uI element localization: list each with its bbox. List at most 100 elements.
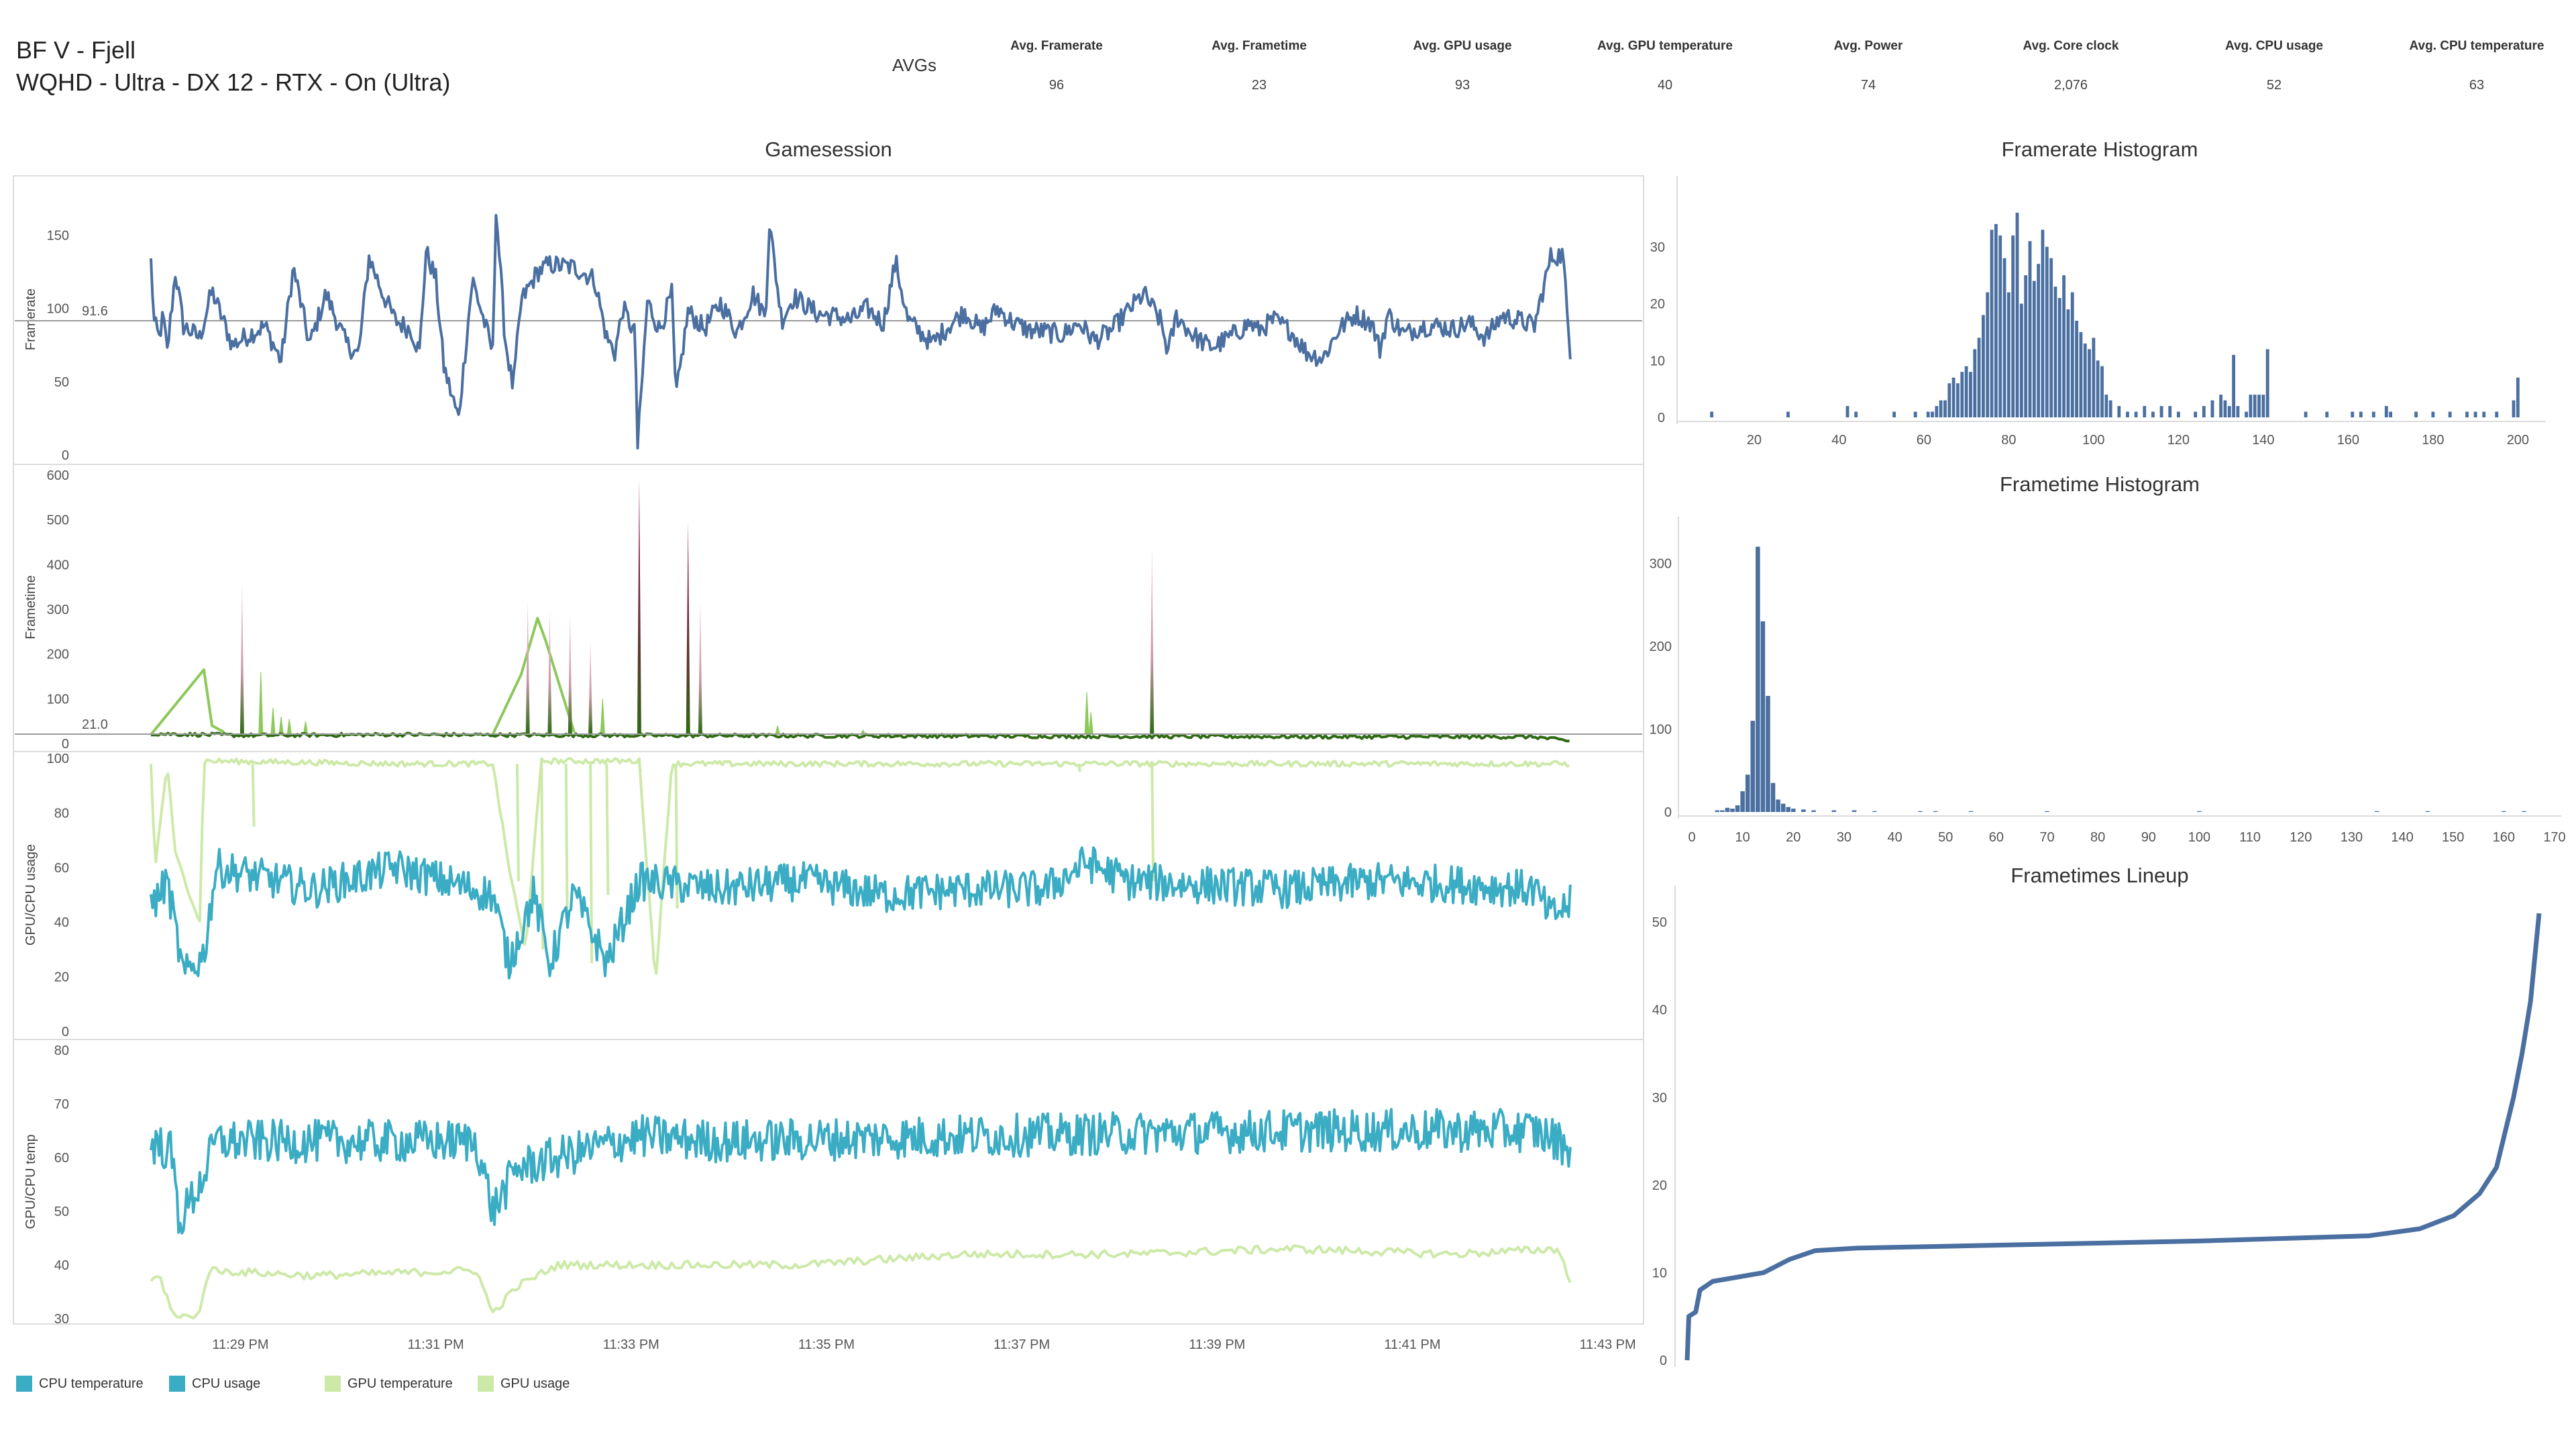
histogram-bar (1943, 400, 1947, 417)
x-tick-label: 0 (1688, 830, 1695, 845)
histogram-bar (1710, 411, 1714, 417)
y-axis-label: GPU/CPU temp (23, 1134, 38, 1229)
histogram-bar (1968, 811, 1974, 812)
legend-gpu-usage: GPU usage (478, 1376, 570, 1392)
x-tick-label: 50 (1938, 830, 1953, 845)
frametime-spike (1088, 712, 1093, 734)
metric-value: 74 (1860, 78, 1876, 93)
histogram-bar (1964, 366, 1968, 417)
x-tick-label: 70 (2039, 830, 2054, 845)
histogram-bar (2104, 395, 2108, 417)
histogram-bar (1831, 810, 1837, 812)
frametimes-lineup-title: Frametimes Lineup (2010, 864, 2189, 887)
reference-line-label: 91.6 (82, 304, 108, 319)
metric-value: 40 (1657, 78, 1673, 93)
histogram-bar (2389, 411, 2393, 417)
frametime-spike (270, 707, 276, 734)
y-tick-label: 150 (47, 229, 69, 244)
x-tick-label: 11:29 PM (212, 1337, 268, 1352)
metric-value: 23 (1251, 78, 1267, 93)
x-tick-label: 20 (1747, 433, 1762, 448)
histogram-bar (2037, 264, 2041, 417)
gpu-usage-dip (1150, 764, 1155, 882)
y-tick-label: 60 (54, 1151, 69, 1166)
frametime-spike (588, 640, 593, 734)
avgs-label: AVGs (892, 55, 936, 75)
histogram-bar (2096, 360, 2100, 417)
x-tick-label: 100 (2082, 433, 2104, 448)
metric-label: Avg. CPU temperature (2409, 39, 2544, 53)
histogram-bar (2143, 406, 2147, 417)
histogram-bar (2049, 258, 2053, 417)
y-tick-label: 50 (1652, 915, 1667, 930)
histogram-bar (2079, 331, 2083, 417)
y-tick-label: 70 (54, 1097, 69, 1112)
metric-value: 93 (1454, 78, 1470, 93)
x-tick-label: 11:31 PM (408, 1337, 464, 1352)
x-tick-label: 60 (1989, 830, 2004, 845)
metric-value: 52 (2266, 78, 2282, 93)
histogram-bar (1760, 621, 1766, 812)
x-tick-label: 130 (2341, 830, 2363, 845)
histogram-bar (2117, 406, 2121, 417)
y-tick-label: 50 (54, 1205, 69, 1219)
metric-label: Avg. Frametime (1212, 39, 1307, 53)
y-tick-label: 80 (54, 1043, 69, 1058)
y-axis-label: GPU/CPU usage (23, 844, 38, 946)
x-tick-label: 110 (2239, 830, 2261, 845)
x-tick-label: 60 (1917, 433, 1931, 448)
histogram-bar (2304, 411, 2308, 417)
histogram-bar (2371, 411, 2375, 417)
histogram-bar (2325, 411, 2329, 417)
frametime-spike (1150, 546, 1155, 734)
histogram-bar (1947, 383, 1951, 417)
histogram-bar (1766, 696, 1770, 812)
histogram-bar (2414, 411, 2418, 417)
histogram-bar (2041, 229, 2045, 417)
histogram-bar (1740, 791, 1745, 812)
histogram-bar (1931, 411, 1934, 417)
metric-avg-cpu-temperature: Avg. CPU temperature 63 (2396, 39, 2557, 93)
y-tick-label: 600 (47, 468, 69, 483)
y-tick-label: 30 (1652, 1090, 1667, 1105)
histogram-bar (2219, 395, 2223, 417)
histogram-bar (1986, 292, 1990, 417)
histogram-bar (2236, 406, 2240, 417)
histogram-bar (2168, 406, 2172, 417)
histogram-bar (2194, 411, 2198, 417)
x-tick-label: 30 (1837, 830, 1851, 845)
histogram-bar (2006, 292, 2010, 417)
histogram-bar (2374, 811, 2379, 812)
metric-label: Avg. Framerate (1010, 39, 1103, 53)
histogram-bar (1982, 315, 1985, 417)
y-tick-label: 200 (47, 648, 69, 662)
x-tick-label: 11:35 PM (798, 1337, 855, 1352)
histogram-bar (2502, 811, 2506, 812)
legend-cpu-usage: CPU usage (169, 1376, 260, 1392)
legend-label: GPU usage (500, 1376, 570, 1391)
histogram-bar (2227, 406, 2231, 417)
x-tick-label: 90 (2141, 830, 2156, 845)
histogram-bar (2197, 811, 2202, 812)
gpu-usage-dip (637, 763, 642, 772)
histogram-bar (1845, 406, 1849, 417)
histogram-bar (2108, 400, 2112, 417)
frametime-ramp (491, 617, 576, 735)
histogram-bar (1801, 809, 1806, 812)
legend-swatch-icon (478, 1376, 494, 1392)
metric-value: 2,076 (2053, 78, 2088, 93)
x-tick-label: 200 (2507, 433, 2529, 448)
metric-label: Avg. GPU temperature (1597, 39, 1733, 53)
histogram-bar (2075, 320, 2078, 417)
histogram-bar (1780, 803, 1786, 812)
cpu-temperature-line (150, 1108, 1572, 1235)
histogram-bar (2032, 280, 2036, 417)
legend-swatch-icon (325, 1376, 341, 1392)
y-tick-label: 100 (47, 692, 69, 707)
histogram-bar (2431, 411, 2435, 417)
histogram-bar (1998, 235, 2002, 417)
title-line1: BF V - Fjell (16, 36, 136, 64)
gpu-usage-dip (564, 764, 569, 923)
x-tick-label: 160 (2493, 830, 2515, 845)
framerate-line (150, 213, 1572, 450)
